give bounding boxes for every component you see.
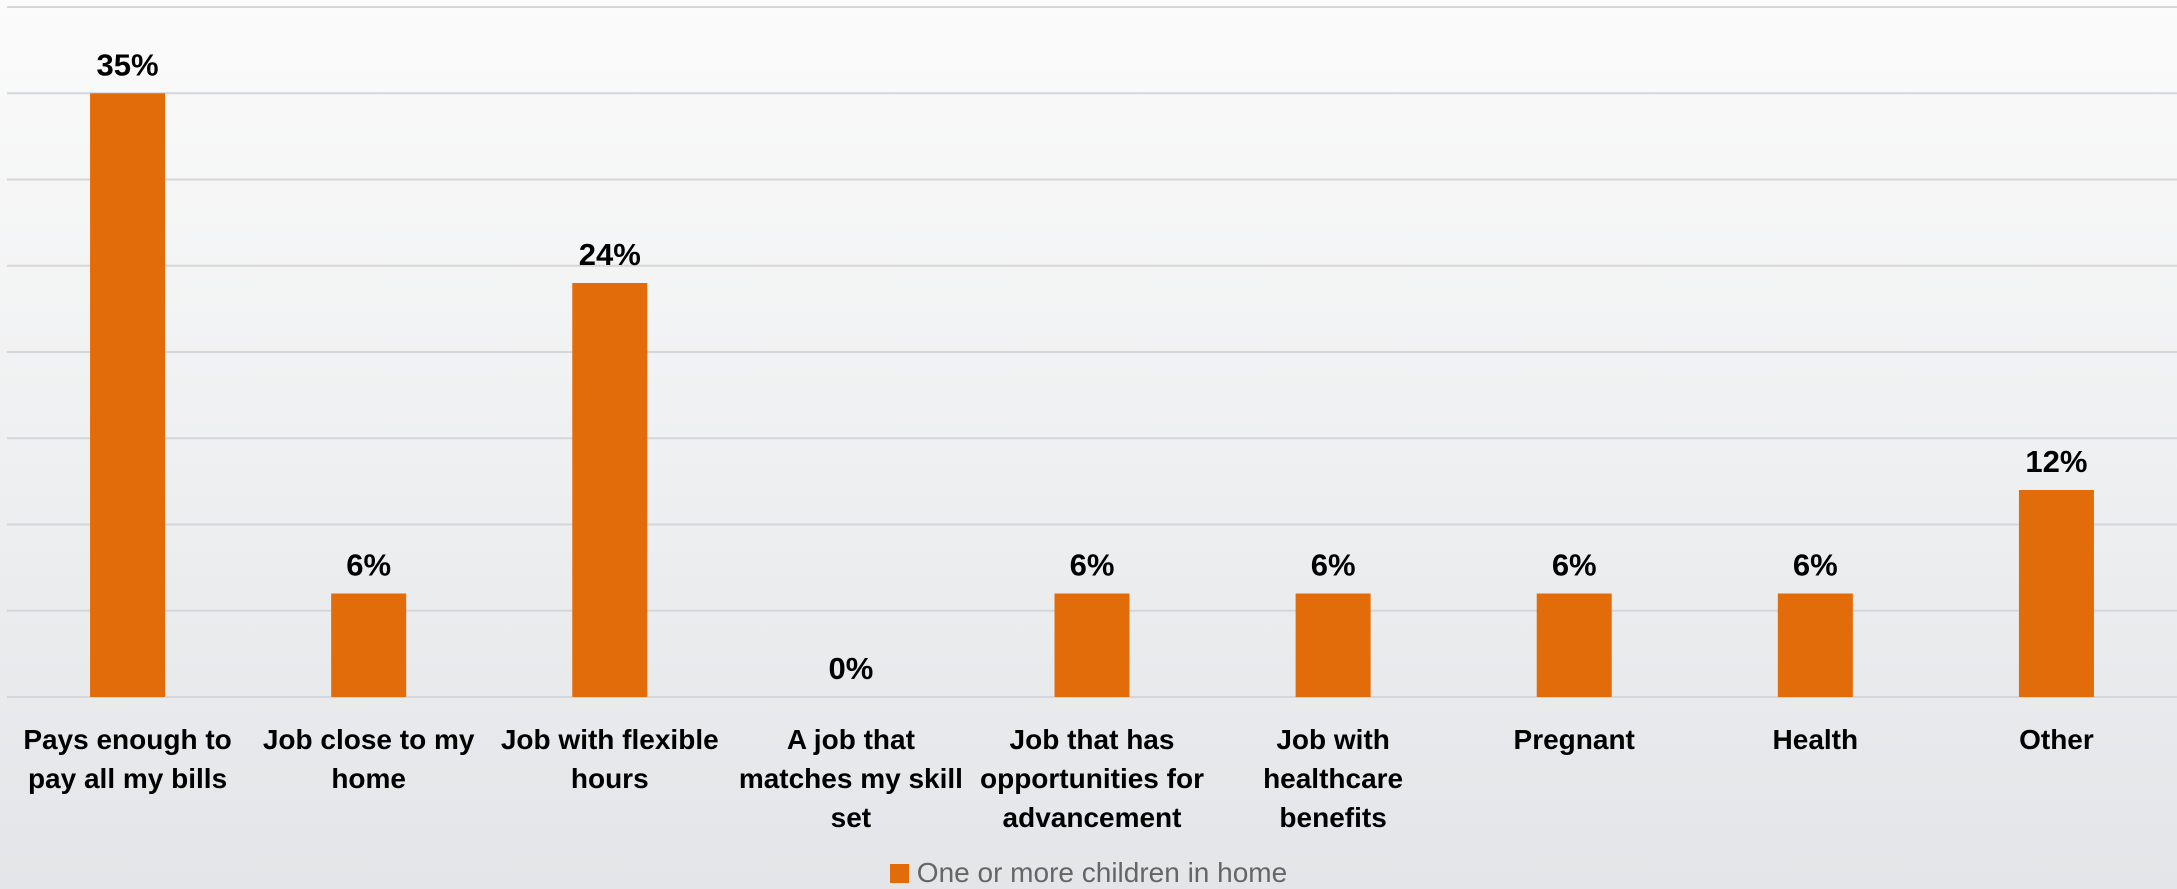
bar [572,283,648,697]
legend-swatch [889,863,909,883]
value-label: 6% [1552,548,1597,583]
x-tick-label: Job with flexible hours [500,724,719,794]
legend: One or more children in home [0,857,2177,889]
bar [1054,593,1130,697]
value-label: 6% [1070,548,1115,583]
value-label: 12% [2025,444,2087,479]
x-tick-label: Pregnant [1513,724,1635,755]
x-tick-label: A job that matches my skill set [738,724,963,833]
bar [1295,593,1371,697]
value-label: 0% [828,651,873,686]
value-label: 24% [579,237,641,272]
x-tick-label: Job with healthcare benefits [1263,724,1404,833]
bar [2018,490,2094,697]
value-label: 6% [346,548,391,583]
bar [1536,593,1612,697]
x-tick-label: Health [1772,724,1859,755]
x-tick-label: Job close to my home [262,724,475,794]
legend-label: One or more children in home [916,857,1288,888]
x-tick-label: Pays enough to pay all my bills [23,724,232,794]
x-tick-label: Other [2019,724,2094,755]
value-label: 6% [1311,548,1356,583]
bar [331,593,407,697]
bar [90,93,166,697]
x-tick-label: Job that has opportunities for advanceme… [980,724,1204,833]
value-label: 6% [1793,548,1838,583]
value-label: 35% [97,47,159,82]
bar [1777,593,1853,697]
